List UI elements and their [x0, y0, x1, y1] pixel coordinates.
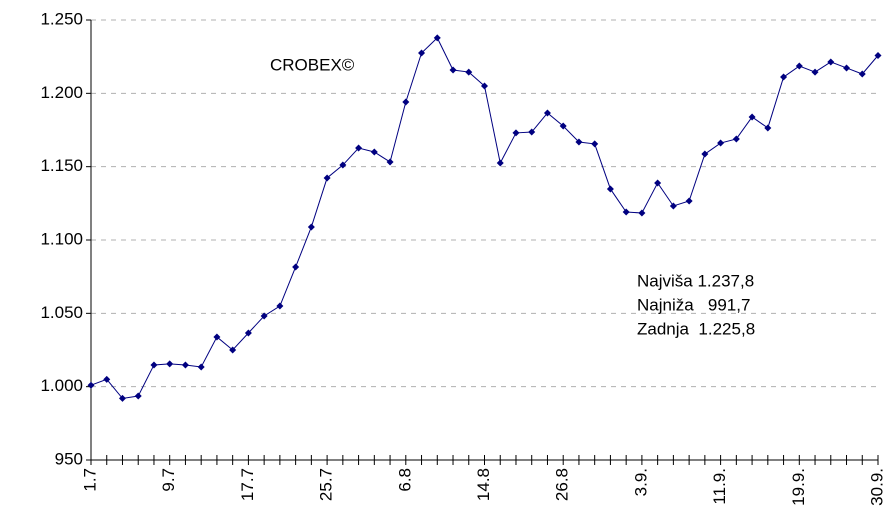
y-tick-label: 950	[55, 449, 83, 468]
marker	[622, 208, 630, 216]
annotation: Zadnja 1.225,8	[637, 319, 755, 338]
y-tick-label: 1.200	[40, 83, 83, 102]
x-tick-label: 1.7	[80, 468, 99, 492]
marker	[449, 66, 457, 74]
marker	[134, 392, 142, 400]
marker	[292, 263, 300, 271]
line	[90, 37, 879, 399]
marker	[496, 159, 504, 167]
marker	[370, 148, 378, 156]
x-tick-label: 26.8	[553, 468, 572, 501]
annotation: Najniža 991,7	[637, 295, 750, 314]
marker	[386, 158, 394, 166]
marker	[732, 135, 740, 143]
y-tick-label: 1.100	[40, 229, 83, 248]
marker	[103, 375, 111, 383]
marker	[811, 68, 819, 76]
marker	[197, 363, 205, 371]
y-tick-label: 1.050	[40, 303, 83, 322]
marker	[748, 113, 756, 121]
marker	[559, 122, 567, 130]
marker	[543, 109, 551, 117]
marker	[717, 139, 725, 147]
x-tick-label: 9.7	[159, 468, 178, 492]
marker	[701, 150, 709, 158]
marker	[355, 144, 363, 152]
marker	[764, 124, 772, 132]
x-tick-label: 30.9.	[867, 468, 885, 506]
marker	[780, 73, 788, 81]
x-tick-label: 19.9.	[789, 468, 808, 506]
marker	[654, 179, 662, 187]
x-tick-label: 6.8	[395, 468, 414, 492]
x-tick-label: 11.9.	[710, 468, 729, 505]
marker	[433, 34, 441, 42]
marker	[118, 394, 126, 402]
marker	[858, 70, 866, 78]
marker	[87, 381, 95, 389]
marker	[276, 302, 284, 310]
x-tick-label: 17.7	[238, 468, 257, 501]
marker	[402, 98, 410, 106]
annotation: Najviša 1.237,8	[637, 271, 754, 290]
marker	[465, 68, 473, 76]
y-tick-label: 1.250	[40, 9, 83, 28]
marker	[843, 64, 851, 72]
marker	[528, 128, 536, 136]
marker	[244, 329, 252, 337]
marker	[260, 312, 268, 320]
x-tick-label: 14.8	[474, 468, 493, 501]
x-tick-label: 3.9.	[631, 468, 650, 496]
marker	[339, 161, 347, 169]
marker	[638, 209, 646, 217]
marker	[795, 62, 803, 70]
x-tick-label: 25.7	[317, 468, 336, 501]
marker	[669, 202, 677, 210]
marker	[591, 140, 599, 148]
marker	[166, 360, 174, 368]
marker	[307, 223, 315, 231]
marker	[181, 361, 189, 369]
marker	[606, 185, 614, 193]
marker	[827, 58, 835, 66]
marker	[323, 174, 331, 182]
y-tick-label: 1.000	[40, 376, 83, 395]
marker	[874, 51, 882, 59]
marker	[418, 49, 426, 57]
marker	[229, 346, 237, 354]
marker	[685, 197, 693, 205]
marker	[213, 333, 221, 341]
y-tick-label: 1.150	[40, 156, 83, 175]
marker	[512, 129, 520, 137]
marker	[150, 361, 158, 369]
marker	[481, 82, 488, 90]
chart-title: CROBEX©	[270, 55, 355, 74]
marker	[575, 138, 583, 146]
